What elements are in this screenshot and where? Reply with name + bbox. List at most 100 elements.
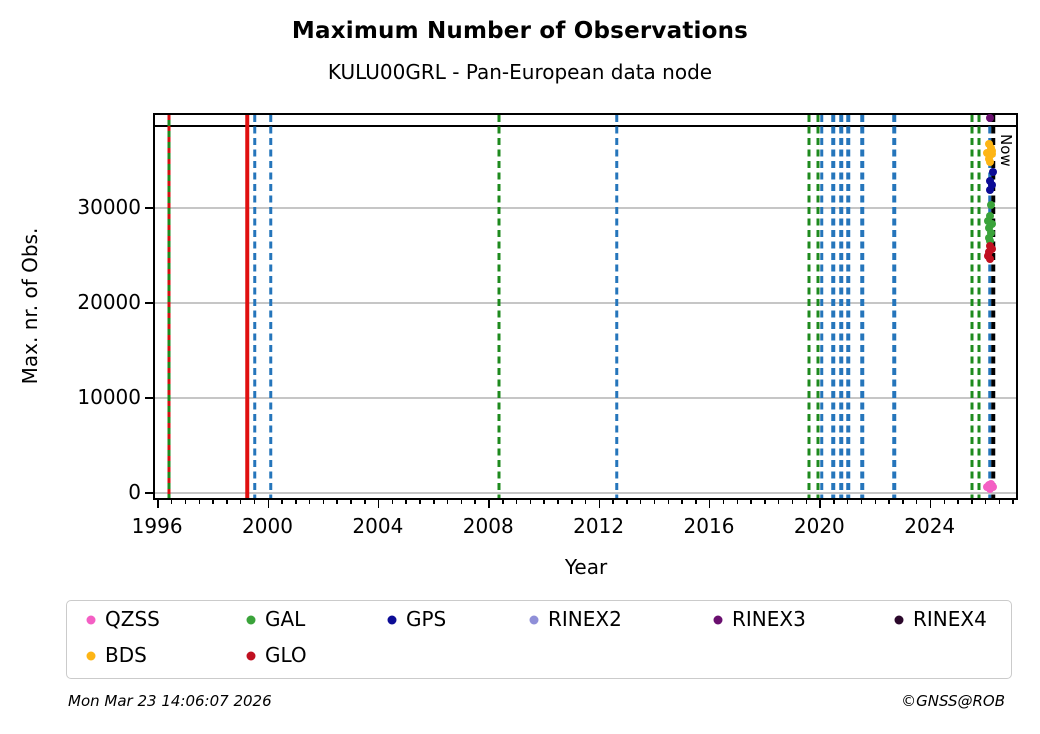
x-minor-tick [433, 500, 435, 504]
data-point-GAL [986, 201, 995, 210]
x-minor-tick [764, 500, 766, 504]
x-minor-tick [474, 500, 476, 504]
legend-marker-GLO [246, 651, 256, 660]
x-minor-tick [681, 500, 683, 504]
x-minor-tick [239, 500, 242, 504]
max-observations-line [155, 124, 1016, 127]
event-line-blue-2000.11 [268, 115, 273, 498]
data-point-BDS [983, 148, 992, 157]
x-minor-tick [722, 500, 725, 504]
event-line-blue-2020.5 [831, 115, 835, 498]
x-minor-tick [874, 500, 877, 504]
x-minor-tick [226, 500, 228, 504]
x-minor-tick [736, 500, 739, 504]
data-point-GAL [985, 224, 994, 233]
x-minor-tick [860, 500, 863, 504]
legend-marker-BDS [86, 651, 96, 660]
y-tick-label: 0 [128, 480, 141, 505]
x-minor-tick [295, 500, 297, 504]
x-axis-label: Year [564, 555, 608, 579]
chart-title: Maximum Number of Observations [291, 18, 749, 44]
x-minor-tick [253, 500, 256, 504]
y-gridline [155, 397, 1016, 399]
x-tick-label: 1996 [131, 514, 183, 538]
event-line-blue-2021.56 [860, 115, 865, 498]
y-tick [145, 302, 153, 304]
x-minor-tick [350, 500, 352, 504]
legend-marker-RINEX4 [894, 615, 904, 625]
legend-marker-RINEX2 [529, 615, 539, 625]
y-tick-label: 10000 [77, 385, 141, 410]
event-line-green-2025.55 [970, 115, 974, 498]
x-tick-label: 2020 [793, 514, 845, 538]
x-major-tick [157, 500, 159, 508]
y-tick [145, 397, 153, 399]
data-point-GAL [985, 212, 994, 221]
event-line-red-1999.27 [245, 115, 250, 498]
x-minor-tick [902, 500, 904, 504]
x-minor-tick [308, 500, 311, 504]
y-axis-label: Max. nr. of Obs. [18, 227, 42, 385]
x-minor-tick [515, 500, 518, 504]
x-minor-tick [584, 500, 587, 504]
event-line-green-2019.96 [816, 115, 820, 498]
x-minor-tick [571, 500, 573, 504]
data-point-GLO [986, 254, 995, 263]
x-minor-tick [543, 500, 545, 504]
x-tick-label: 2008 [462, 514, 514, 538]
legend-marker-GPS [387, 615, 397, 625]
x-minor-tick [943, 500, 945, 504]
data-point-GAL [986, 229, 995, 238]
x-minor-tick [170, 500, 173, 504]
x-tick-label: 2000 [242, 514, 293, 538]
event-line-blue-2020.08 [819, 115, 824, 498]
legend-label: GPS [406, 607, 447, 632]
y-tick [145, 492, 153, 494]
x-minor-tick [405, 500, 407, 504]
data-point-QZSS [983, 483, 992, 492]
x-minor-tick [198, 500, 201, 504]
x-minor-tick [391, 500, 394, 504]
x-tick-label: 2012 [573, 514, 625, 538]
y-gridline [155, 492, 1016, 494]
x-minor-tick [419, 500, 421, 504]
x-minor-tick [529, 500, 532, 504]
x-major-tick [267, 500, 269, 508]
x-minor-tick [915, 500, 918, 504]
x-minor-tick [364, 500, 366, 504]
footer-credit: ©GNSS@ROB [901, 692, 1005, 710]
x-major-tick [377, 500, 380, 508]
x-minor-tick [805, 500, 808, 504]
footer-timestamp: Mon Mar 23 14:06:07 2026 [68, 692, 272, 710]
event-line-blue-2022.71 [892, 115, 896, 498]
y-tick-label: 20000 [77, 290, 141, 315]
data-point-GPS [988, 180, 997, 189]
x-minor-tick [557, 500, 559, 504]
x-minor-tick [639, 500, 642, 504]
x-major-tick [708, 500, 711, 508]
x-minor-tick [667, 500, 670, 504]
x-minor-tick [957, 500, 959, 504]
event-line-green+red-1996.43 [167, 115, 171, 498]
event-line-blue-2026.18 [988, 115, 992, 498]
legend-marker-RINEX3 [713, 615, 723, 625]
x-minor-tick [184, 500, 187, 504]
legend-marker-QZSS [86, 615, 96, 625]
x-minor-tick [336, 500, 338, 504]
data-point-GPS [986, 185, 995, 194]
now-label: Now [997, 134, 1015, 167]
x-minor-tick [777, 500, 780, 504]
y-gridline [155, 207, 1016, 209]
x-minor-tick [695, 500, 697, 504]
event-line-green-2008.4 [497, 115, 501, 498]
legend-label: RINEX3 [732, 607, 806, 632]
x-minor-tick [971, 500, 973, 504]
x-minor-tick [998, 500, 1001, 504]
event-line-blue-2020.8 [839, 115, 844, 498]
y-tick-label: 30000 [77, 195, 141, 220]
x-minor-tick [322, 500, 325, 504]
x-tick-label: 2004 [352, 514, 404, 538]
legend-marker-GAL [246, 615, 256, 625]
x-major-tick [488, 500, 490, 508]
